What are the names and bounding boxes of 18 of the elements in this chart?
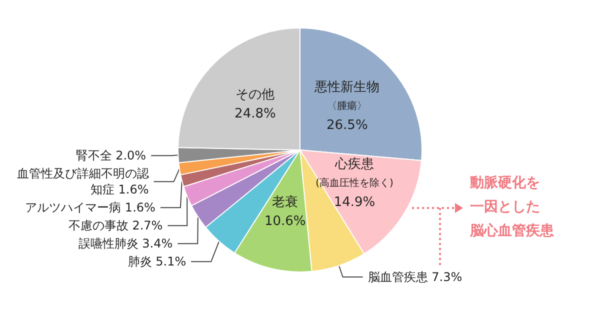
slice-label: 血管性及び詳細不明の認知症 1.6% <box>16 166 149 197</box>
text: 動脈硬化を <box>469 175 540 191</box>
data-label: 10.6% <box>264 214 306 230</box>
slice-label: 不慮の事故 2.7% <box>68 218 163 233</box>
slice-label: 誤嚥性肺炎 3.4% <box>78 236 173 251</box>
text: 一因とした <box>470 199 540 215</box>
text: 脳心血管疾患 <box>469 222 555 239</box>
data-label: 26.5% <box>326 118 368 134</box>
data-label: 24.8% <box>234 106 276 122</box>
slice-label: アルツハイマー病 1.6% <box>25 200 156 215</box>
slice-label: 悪性新生物〈腫瘍〉 <box>314 80 380 112</box>
slice-label: 脳血管疾患 7.3% <box>368 270 462 284</box>
data-label: 14.9% <box>334 195 376 210</box>
slice-label: 心疾患(高血圧性を除く) <box>316 156 394 190</box>
slice-label: その他 <box>236 87 275 102</box>
slice-label: 老衰 <box>272 194 298 210</box>
slice-label: 肺炎 5.1% <box>128 254 186 269</box>
slice-label: 腎不全 2.0% <box>76 148 146 163</box>
